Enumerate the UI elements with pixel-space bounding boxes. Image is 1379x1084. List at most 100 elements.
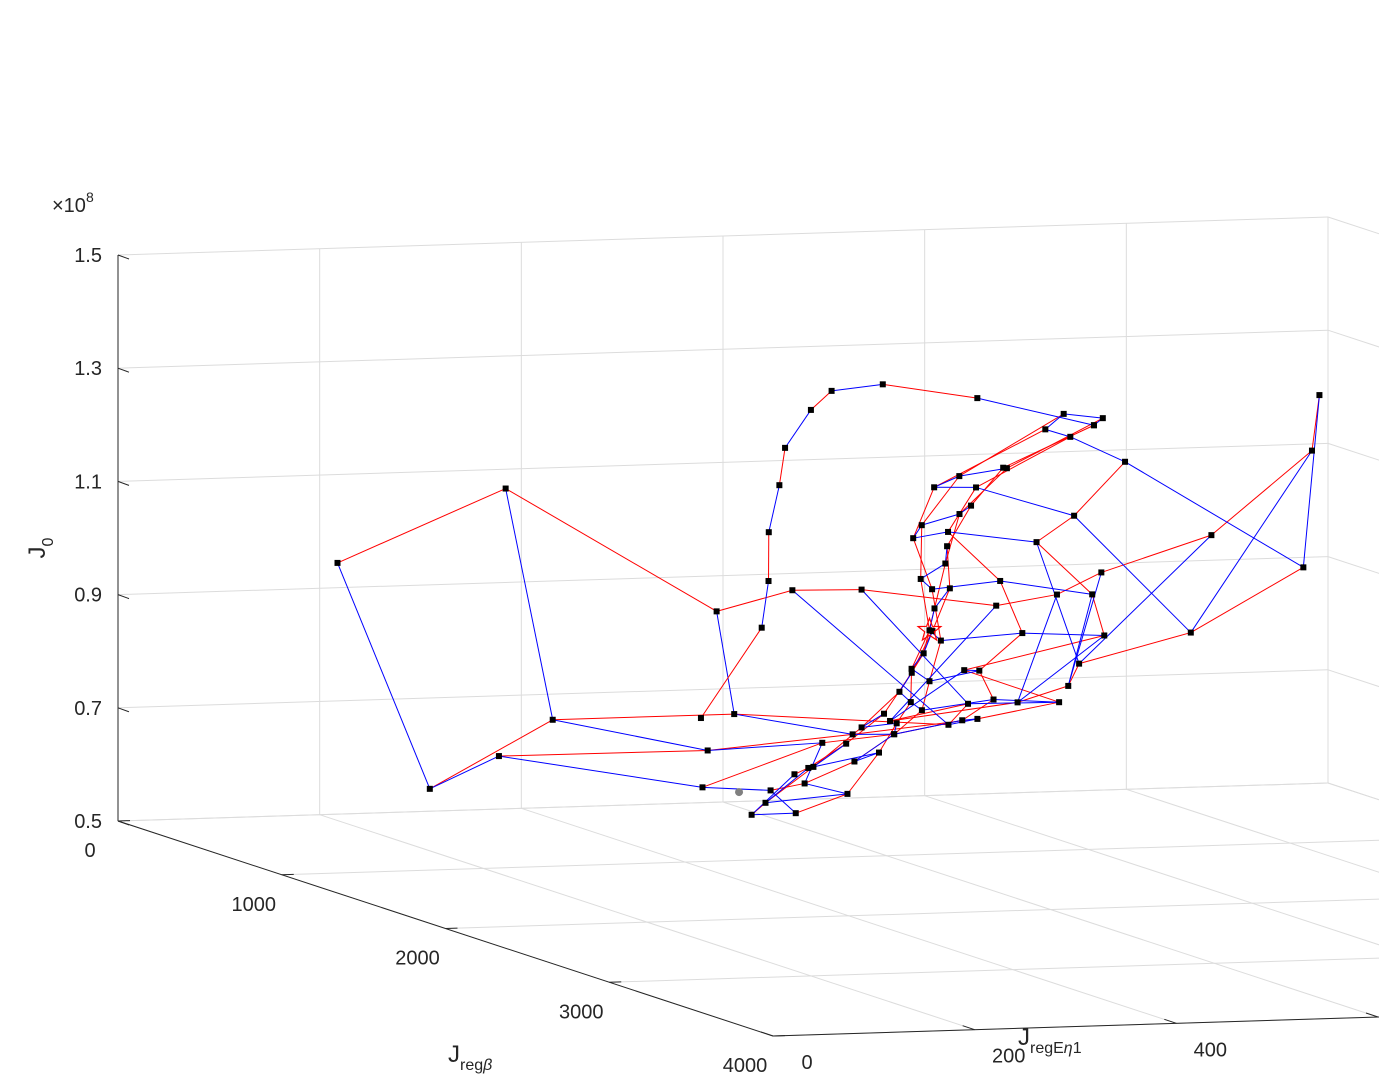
data-point	[920, 650, 927, 657]
mesh-blue-segment	[552, 719, 708, 751]
z-axis-label: J0	[24, 537, 57, 558]
grid-line	[117, 669, 1329, 709]
mesh-blue-segment	[959, 467, 1007, 477]
mesh-blue-segment	[1190, 450, 1313, 633]
mesh-blue-segment	[934, 588, 951, 609]
mesh-red-segment	[792, 589, 862, 591]
mesh-blue-segment	[1124, 461, 1304, 568]
mesh-red-segment	[1211, 450, 1313, 536]
data-point	[1060, 410, 1067, 417]
mesh-blue-segment	[854, 752, 880, 762]
data-point	[704, 747, 711, 754]
mesh-blue-segment	[947, 531, 1037, 543]
mesh-blue-segment	[765, 793, 848, 804]
data-point	[713, 608, 720, 615]
grid-line	[1327, 216, 1379, 235]
data-point	[1019, 630, 1026, 637]
mesh-blue-segment	[933, 475, 960, 488]
z-exponent: ×108	[52, 189, 94, 217]
mesh-red-segment	[996, 594, 1058, 607]
mesh-red-segment	[505, 488, 717, 612]
mesh-blue-segment	[813, 752, 880, 768]
mesh-red-segment	[946, 546, 951, 589]
mesh-red-segment	[552, 713, 735, 721]
data-point	[765, 529, 772, 536]
mesh-blue-segment	[1067, 594, 1093, 687]
mesh-red-segment	[1190, 566, 1304, 633]
data-point	[1053, 591, 1060, 598]
mesh-blue-segment	[968, 701, 1060, 705]
mesh-blue-segment	[813, 743, 847, 768]
data-point	[748, 811, 755, 818]
data-point	[946, 585, 953, 592]
data-point	[426, 785, 433, 792]
data-point	[1090, 422, 1097, 429]
mesh-blue-segment	[921, 513, 960, 526]
mesh-blue-segment	[1073, 515, 1192, 633]
grid	[117, 216, 1379, 1037]
data-point	[931, 605, 938, 612]
data-point	[801, 780, 808, 787]
data-point	[929, 586, 936, 593]
mesh-red-segment	[946, 505, 972, 547]
data-point	[944, 543, 951, 550]
data-point	[908, 665, 915, 672]
data-point	[805, 764, 812, 771]
grid-line	[445, 898, 1379, 929]
mesh-edge-segment	[810, 390, 832, 411]
grid-line	[117, 556, 1329, 596]
mesh-red-segment	[934, 563, 946, 609]
mesh-red-segment	[878, 723, 898, 753]
mesh-blue-segment	[1070, 436, 1126, 463]
mesh-blue-segment	[1017, 635, 1105, 703]
mesh-blue-segment	[1302, 395, 1320, 568]
data-point	[926, 678, 933, 685]
data-point	[502, 485, 509, 492]
grid-line	[924, 795, 1379, 946]
data-point	[792, 810, 799, 817]
mesh-edge-segment	[831, 383, 883, 392]
grid-line	[117, 329, 1329, 369]
y-tick-mark	[760, 1031, 774, 1037]
mesh-blue-segment	[1063, 413, 1103, 419]
data-point	[876, 749, 882, 756]
mesh-blue-segment	[751, 773, 795, 816]
data-point	[782, 444, 789, 451]
mesh-blue-segment	[1036, 541, 1080, 664]
mesh-red-segment	[795, 793, 848, 814]
z-tick-mark	[117, 820, 130, 826]
data-point	[1099, 415, 1106, 422]
grid-line	[117, 442, 1329, 482]
mesh-red-segment	[912, 487, 935, 539]
data-point	[931, 484, 938, 491]
mesh-red-segment	[1101, 534, 1212, 573]
mesh-red-segment	[896, 701, 912, 724]
data-point	[965, 700, 972, 707]
data-point	[945, 721, 952, 728]
mesh-blue-segment	[923, 630, 933, 654]
mesh-blue-segment	[861, 713, 885, 728]
data-point	[976, 667, 983, 674]
mesh-edge-segment	[761, 580, 770, 628]
mesh-red-segment	[702, 742, 823, 788]
y-tick-label: 200	[992, 1046, 1025, 1068]
data-point	[495, 753, 502, 760]
mesh-blue-segment	[751, 812, 796, 816]
mesh-red-segment	[978, 632, 1023, 671]
data-point	[697, 715, 704, 722]
x-tick-label: 3000	[559, 1001, 604, 1023]
mesh-red-segment	[429, 719, 553, 790]
grid-line	[1327, 556, 1379, 574]
mesh-red-segment	[716, 589, 793, 612]
mesh-red-segment	[911, 630, 930, 670]
mesh-red-segment	[931, 589, 942, 641]
grid-line	[1327, 329, 1379, 348]
data-point	[549, 716, 556, 723]
x-tick-label: 0	[84, 840, 95, 862]
mesh-blue-segment	[1045, 428, 1071, 438]
mesh-red-segment	[947, 487, 977, 533]
mesh-blue-segment	[861, 589, 969, 705]
data-point	[956, 511, 963, 518]
mesh-red-segment	[929, 640, 942, 682]
mesh-red-segment	[978, 670, 994, 700]
